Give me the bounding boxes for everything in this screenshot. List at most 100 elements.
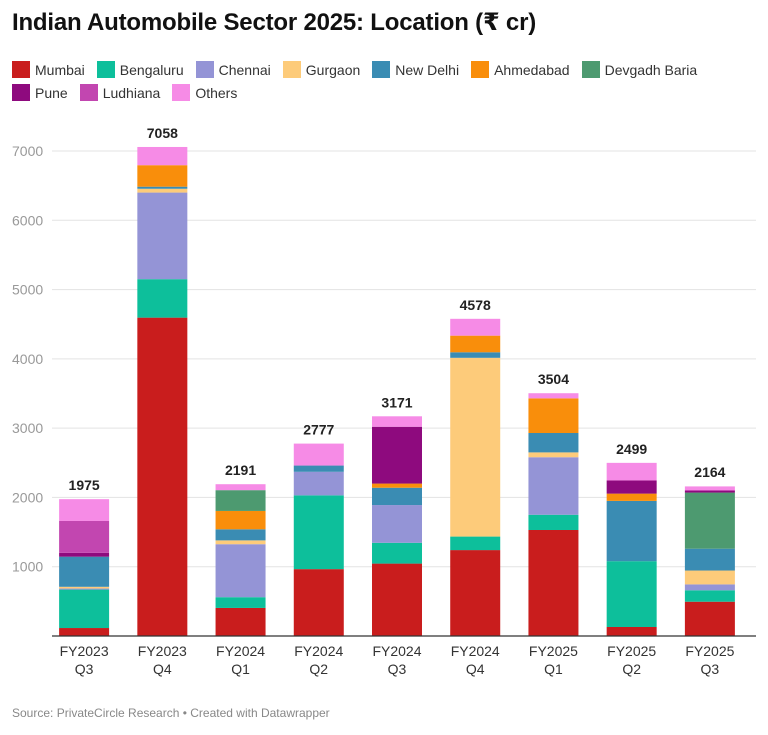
legend-item-bengaluru: Bengaluru	[96, 61, 184, 78]
bar-segment-ahmedabad	[528, 398, 579, 433]
chart-title: Indian Automobile Sector 2025: Location …	[12, 9, 537, 36]
bar-segment-chennai	[372, 505, 422, 543]
legend-swatch	[195, 61, 214, 78]
x-tick-label: Q1	[231, 661, 250, 677]
total-label: 4578	[460, 297, 491, 313]
bar-segment-ahmedabad	[215, 510, 266, 530]
legend-swatch	[172, 84, 191, 101]
bar-segment-others	[606, 462, 657, 481]
bar-segment-others	[215, 484, 266, 491]
legend-item-ludhiana: Ludhiana	[79, 84, 161, 101]
bar-segment-chennai	[59, 588, 110, 590]
bar-segment-others	[450, 318, 501, 336]
bar-segment-ahmedabad	[372, 483, 422, 488]
legend-item-others: Others	[172, 84, 237, 101]
bar-segment-mumbai	[684, 601, 735, 636]
bar-segment-others	[372, 416, 422, 427]
legend-label: Ahmedabad	[494, 61, 570, 78]
bar-segment-bengaluru	[293, 495, 344, 570]
bar-segment-gurgaon	[528, 452, 579, 458]
x-tick-label: Q4	[466, 661, 485, 677]
bar-segment-mumbai	[215, 607, 266, 636]
x-tick-label: FY2024	[294, 643, 343, 659]
bar-segment-others	[59, 499, 110, 521]
bar-segment-new-delhi	[137, 186, 188, 189]
bar-segment-gurgaon	[215, 540, 266, 545]
bar-segment-new-delhi	[215, 529, 266, 541]
total-label: 2777	[303, 422, 334, 438]
legend-label: Pune	[35, 84, 68, 101]
bar-segment-new-delhi	[684, 548, 735, 571]
source-footer: Source: PrivateCircle Research • Created…	[12, 706, 330, 720]
total-label: 2499	[616, 441, 647, 457]
stacked-bar-chart: 1000 2000 3000 4000 5000 6000 7000 1975 FY2023 Q3…	[12, 125, 756, 677]
bar-segment-bengaluru	[59, 589, 110, 629]
bar-segment-chennai	[137, 192, 188, 280]
bar-segment-others	[528, 393, 579, 399]
legend-item-chennai: Chennai	[195, 61, 271, 78]
x-tick-label: Q3	[75, 661, 94, 677]
legend-label: Chennai	[218, 61, 271, 78]
x-tick-label: Q4	[153, 661, 172, 677]
bar-segment-pune	[372, 426, 422, 484]
bar-segment-chennai	[684, 584, 735, 591]
legend-label: Gurgaon	[305, 61, 361, 78]
y-tick-label: 5000	[12, 282, 43, 298]
x-tick-label: FY2025	[529, 643, 578, 659]
total-label: 2191	[225, 462, 256, 478]
legend: Mumbai Bengaluru Chennai Gurgaon New Delhi Ah…	[12, 58, 752, 104]
bar-segment-ahmedabad	[450, 335, 501, 353]
y-tick-label: 1000	[12, 559, 43, 575]
bar-segment-new-delhi	[293, 465, 344, 472]
bar-segment-mumbai	[450, 550, 501, 636]
legend-label: Bengaluru	[119, 61, 184, 78]
legend-item-new-delhi: New Delhi	[372, 61, 459, 78]
y-tick-label: 2000	[12, 489, 43, 505]
total-label: 3171	[381, 394, 412, 410]
y-tick-label: 6000	[12, 212, 43, 228]
bar-segment-bengaluru	[606, 561, 657, 627]
bar-segment-chennai	[293, 471, 344, 496]
x-tick-label: FY2025	[685, 643, 734, 659]
legend-item-mumbai: Mumbai	[12, 61, 85, 78]
bar-segment-bengaluru	[684, 590, 735, 602]
legend-item-gurgaon: Gurgaon	[282, 61, 361, 78]
legend-item-ahmedabad: Ahmedabad	[471, 61, 570, 78]
bar-segment-new-delhi	[372, 487, 422, 506]
legend-label: Mumbai	[35, 61, 85, 78]
bar-segment-others	[137, 146, 188, 166]
legend-swatch	[471, 61, 490, 78]
legend-swatch	[96, 61, 115, 78]
legend-label: Devgadh Baria	[604, 61, 698, 78]
bar-segment-gurgaon	[137, 188, 188, 193]
bar-segment-pune	[684, 490, 735, 493]
legend-swatch	[79, 84, 98, 101]
bar-segment-mumbai	[293, 569, 344, 636]
bar-segment-devgadh-baria	[215, 490, 266, 511]
bar-segment-bengaluru	[137, 279, 188, 318]
x-tick-label: Q2	[622, 661, 641, 677]
bar-segment-new-delhi	[59, 556, 110, 587]
bar-segment-mumbai	[59, 628, 110, 636]
bar-segment-mumbai	[137, 317, 188, 636]
bar-segment-pune	[59, 552, 110, 557]
bar-segment-bengaluru	[450, 536, 501, 551]
legend-swatch	[282, 61, 301, 78]
bar-segment-others	[293, 443, 344, 466]
bar-segment-gurgaon	[450, 357, 501, 537]
x-tick-label: FY2024	[216, 643, 265, 659]
x-tick-label: FY2024	[372, 643, 421, 659]
legend-swatch	[12, 84, 30, 101]
x-tick-label: Q1	[544, 661, 563, 677]
total-label: 7058	[147, 125, 178, 141]
legend-label: Others	[195, 84, 238, 101]
x-tick-label: FY2023	[138, 643, 187, 659]
legend-swatch	[372, 61, 391, 78]
bar-segment-devgadh-baria	[684, 492, 735, 549]
legend-label: Ludhiana	[102, 84, 161, 101]
bar-segment-ludhiana	[59, 520, 110, 553]
y-tick-label: 4000	[12, 351, 43, 367]
bar-segment-ahmedabad	[137, 165, 188, 187]
total-label: 2164	[694, 464, 725, 480]
legend-row: Mumbai Bengaluru Chennai Gurgaon New Delhi Ah…	[12, 58, 752, 81]
